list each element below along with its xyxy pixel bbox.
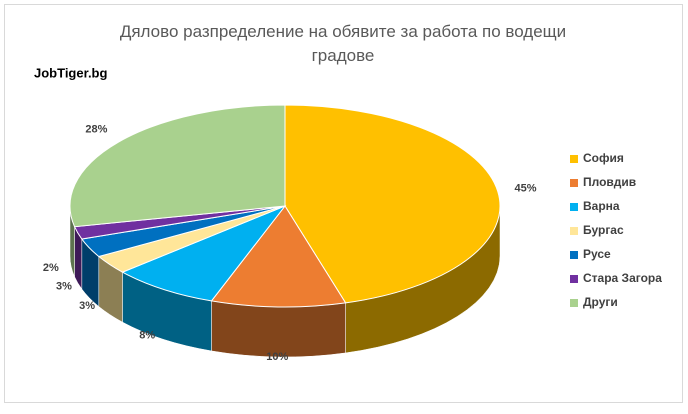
legend-label: Русе	[583, 247, 611, 261]
legend-label: Бургас	[583, 223, 624, 237]
legend-swatch	[570, 275, 578, 283]
legend-label: Варна	[583, 199, 620, 213]
slice-side	[211, 300, 346, 358]
legend-label: София	[583, 151, 624, 165]
legend-swatch	[570, 203, 578, 211]
slice	[210, 205, 347, 308]
data-label: 45%	[514, 183, 536, 195]
data-label: 10%	[266, 351, 288, 363]
slice	[69, 104, 286, 228]
legend-label: Стара Загора	[583, 271, 662, 285]
data-label: 2%	[43, 262, 59, 274]
data-label: 28%	[85, 123, 107, 135]
legend-swatch	[570, 227, 578, 235]
annotation: JobTiger.bg	[34, 65, 107, 80]
data-label: 8%	[139, 330, 155, 342]
legend-swatch	[570, 155, 578, 163]
slice	[121, 204, 287, 302]
legend-label: Пловдив	[583, 175, 636, 189]
chart-title: Дялово разпределение на обявите за работ…	[120, 22, 566, 65]
legend-swatch	[570, 251, 578, 259]
slice	[284, 104, 501, 304]
legend-label: Други	[583, 295, 618, 309]
data-label: 3%	[56, 280, 72, 292]
legend-swatch	[570, 299, 578, 307]
legend-swatch	[570, 179, 578, 187]
data-label: 3%	[79, 300, 95, 312]
